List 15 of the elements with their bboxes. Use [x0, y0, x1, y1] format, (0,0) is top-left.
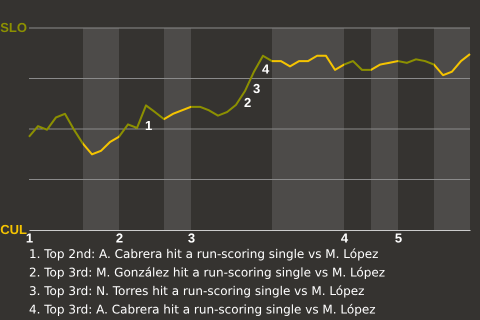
- x-tick-label: 4: [340, 230, 349, 246]
- annotation: 1: [145, 118, 152, 133]
- text: 4. Top 3rd: A. Cabrera hit a run-scoring single vs M. López: [29, 302, 376, 316]
- x-tick-label: 3: [188, 230, 196, 246]
- annotation: 4: [262, 62, 270, 77]
- x-tick-label: 5: [394, 230, 402, 246]
- annotation: 2: [244, 94, 252, 110]
- annotation: 3: [253, 80, 260, 96]
- x-tick-label: 1: [26, 230, 34, 246]
- text: CUL: [0, 222, 28, 237]
- text: 3. Top 3rd: N. Torres hit a run-scoring single vs M. López: [29, 284, 364, 298]
- text: 1. Top 2nd: A. Cabrera hit a run-scoring single vs M. López: [29, 247, 378, 261]
- text: SLO: [0, 20, 27, 35]
- text: 2. Top 3rd: M. González hit a run-scoring single vs M. López: [29, 266, 386, 280]
- x-tick-label: 2: [116, 230, 124, 246]
